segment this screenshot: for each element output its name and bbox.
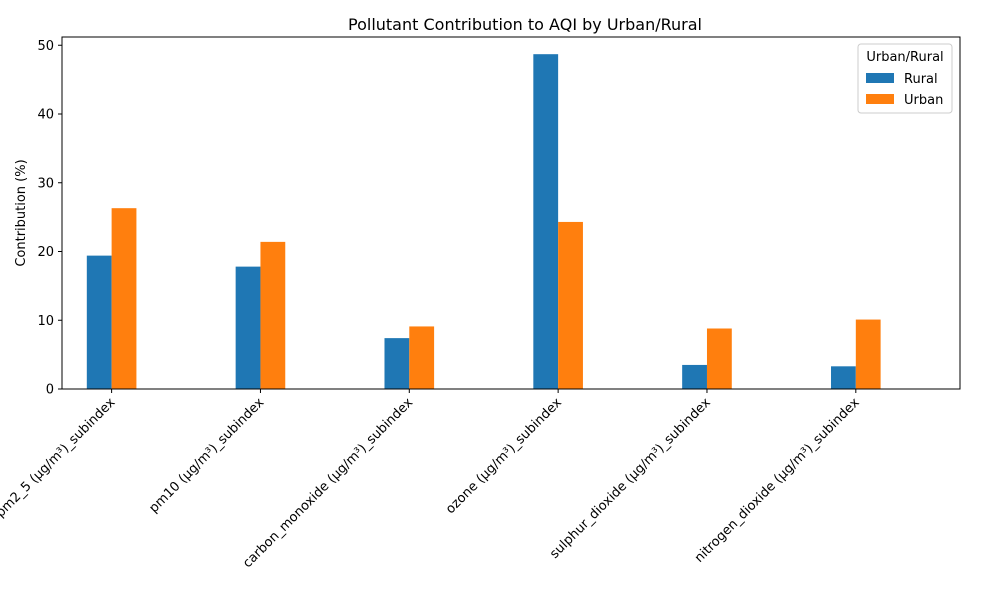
y-axis-label: Contribution (%) bbox=[14, 159, 29, 266]
legend-label-urban: Urban bbox=[904, 93, 943, 108]
bar-rural-2 bbox=[384, 338, 409, 389]
bar-urban-4 bbox=[707, 329, 732, 390]
chart-title: Pollutant Contribution to AQI by Urban/R… bbox=[348, 15, 702, 34]
y-tick-label: 30 bbox=[37, 176, 54, 191]
y-tick-label: 40 bbox=[37, 108, 54, 123]
y-tick-label: 10 bbox=[37, 314, 54, 329]
legend: Urban/Rural Rural Urban bbox=[858, 44, 952, 113]
y-tick-label: 20 bbox=[37, 245, 54, 260]
legend-title: Urban/Rural bbox=[866, 50, 943, 65]
bar-urban-1 bbox=[260, 242, 285, 389]
bar-rural-4 bbox=[682, 365, 707, 389]
bar-rural-0 bbox=[87, 256, 112, 389]
bar-urban-5 bbox=[856, 320, 881, 389]
bar-rural-3 bbox=[533, 54, 558, 389]
bar-urban-2 bbox=[409, 326, 434, 389]
bar-rural-5 bbox=[831, 366, 856, 389]
legend-swatch-rural bbox=[866, 73, 894, 83]
plot-background bbox=[62, 37, 960, 389]
bar-rural-1 bbox=[236, 267, 261, 389]
y-tick-label: 50 bbox=[37, 39, 54, 54]
bar-urban-0 bbox=[112, 208, 137, 389]
bar-urban-3 bbox=[558, 222, 583, 389]
legend-swatch-urban bbox=[866, 94, 894, 104]
y-tick-label: 0 bbox=[46, 383, 54, 398]
legend-label-rural: Rural bbox=[904, 72, 938, 87]
